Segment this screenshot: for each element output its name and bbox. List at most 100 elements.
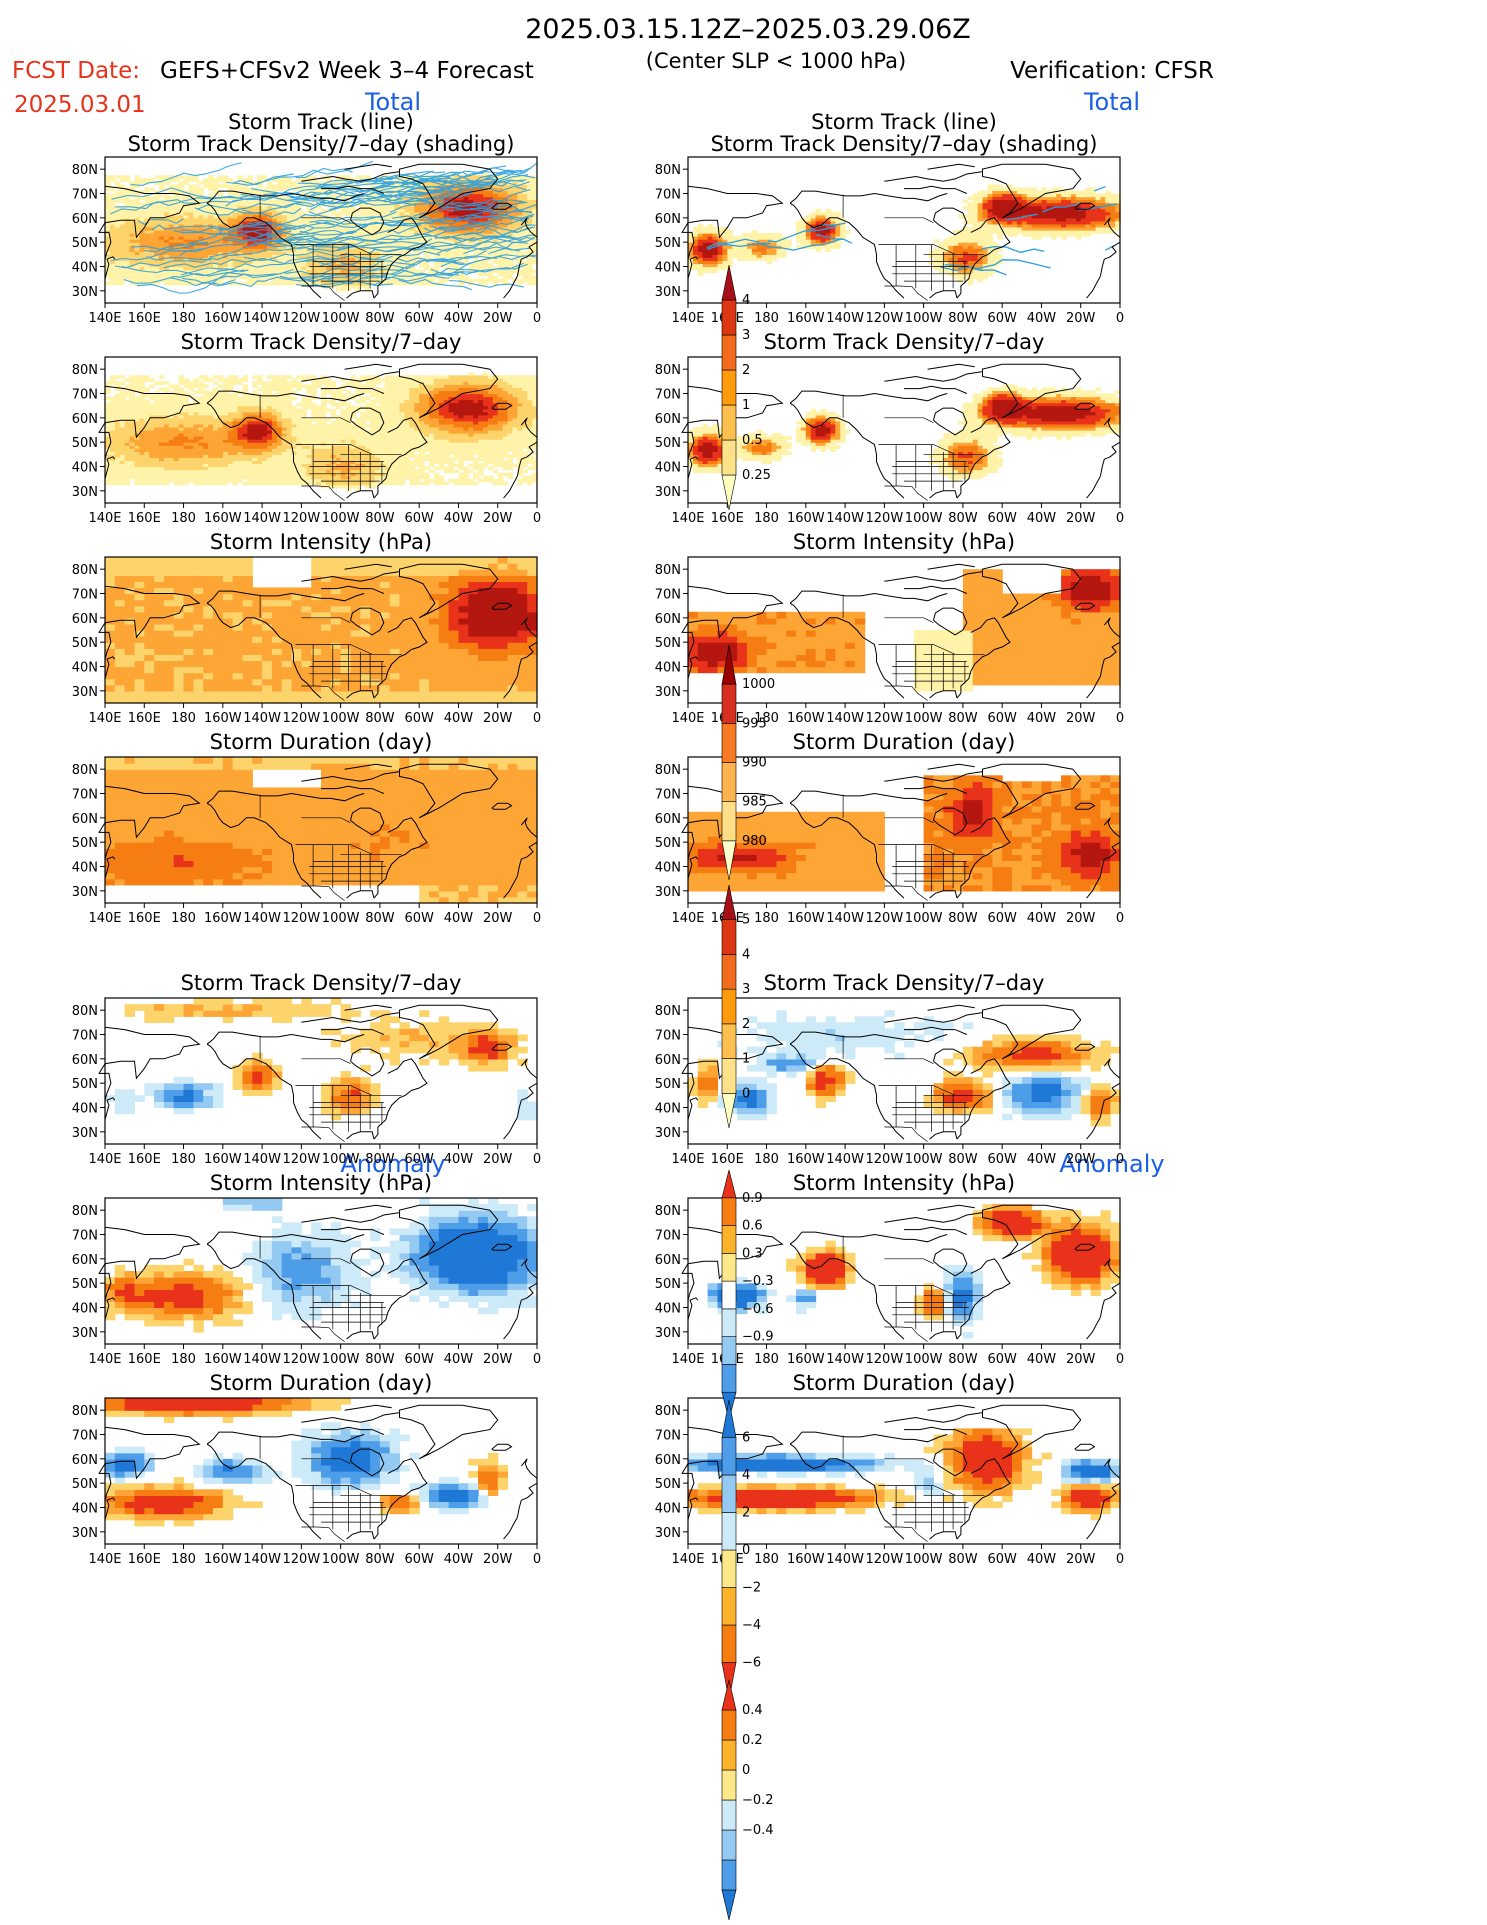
coastlines — [98, 163, 538, 299]
lon-tick-label: 20W — [483, 1152, 513, 1167]
lat-tick-label: 40N — [72, 1102, 98, 1117]
field-shading — [688, 184, 1121, 286]
panel-title: Storm Intensity (hPa) — [210, 530, 432, 554]
section-total-right: Total — [1083, 88, 1140, 116]
fcst-date: 2025.03.01 — [14, 92, 146, 118]
political-borders — [842, 1435, 985, 1542]
lon-tick-label: 100W — [322, 1152, 360, 1167]
lon-tick-label: 20W — [483, 1552, 513, 1567]
lat-tick-label: 60N — [72, 1053, 98, 1068]
lon-tick-label: 20W — [483, 911, 513, 926]
colorbar-label: 0.9 — [742, 1191, 763, 1206]
colorbar-label: 0.6 — [742, 1219, 763, 1234]
colorbar-intensity-total: 1000 995 990 985 980 — [721, 644, 775, 881]
storm-track-lines — [110, 160, 538, 294]
lon-tick-label: 140E — [88, 511, 121, 526]
lat-tick-label: 40N — [72, 1302, 98, 1317]
political-borders — [259, 1235, 402, 1342]
lon-tick-label: 140W — [826, 311, 864, 326]
colorbar-label: 0.5 — [742, 433, 763, 448]
colorbar-duration-anom: 0.4 0.2 0 −0.2 −0.4 — [721, 1679, 774, 1921]
lon-tick-label: 60W — [987, 311, 1017, 326]
lon-tick-label: 100W — [322, 1352, 360, 1367]
lon-tick-label: 180 — [754, 311, 779, 326]
lat-tick-label: 70N — [655, 588, 681, 603]
period-title: 2025.03.15.12Z–2025.03.29.06Z — [525, 14, 971, 45]
section-anomaly-right: Anomaly — [1059, 1150, 1164, 1178]
coastlines — [681, 563, 1121, 699]
colorbar-label: 0 — [742, 1543, 750, 1558]
lat-tick-label: 70N — [72, 188, 98, 203]
colorbar-label: −4 — [742, 1618, 761, 1633]
lon-tick-label: 40W — [1027, 911, 1057, 926]
section-total-left: Total — [364, 88, 421, 116]
map-panel-0-forecast: Storm Track (line)Storm Track Density/7–… — [72, 110, 541, 326]
lon-tick-label: 80W — [365, 711, 395, 726]
lat-tick-label: 50N — [72, 836, 98, 851]
lon-tick-label: 120W — [283, 1152, 321, 1167]
panel-title: Storm Duration (day) — [793, 730, 1016, 754]
lon-tick-label: 40W — [444, 1552, 474, 1567]
lon-tick-label: 120W — [866, 511, 904, 526]
field-shading — [688, 569, 1121, 692]
field-shading — [105, 557, 538, 704]
lat-tick-label: 80N — [72, 563, 98, 578]
lon-tick-label: 120W — [283, 1552, 321, 1567]
lon-tick-label: 180 — [171, 711, 196, 726]
lon-tick-label: 180 — [754, 1352, 779, 1367]
colorbar-density-total: 4 3 2 1 0.5 0.25 — [721, 264, 771, 511]
lon-tick-label: 0 — [533, 1152, 541, 1167]
lon-tick-label: 100W — [322, 1552, 360, 1567]
field-shading — [707, 1204, 1121, 1339]
panel-title: Storm Intensity (hPa) — [793, 1171, 1015, 1195]
lon-tick-label: 0 — [533, 311, 541, 326]
lon-tick-label: 0 — [1116, 911, 1124, 926]
lon-tick-label: 0 — [1116, 311, 1124, 326]
coastlines — [681, 1404, 1121, 1540]
map-frame — [104, 556, 538, 704]
lat-tick-label: 70N — [72, 788, 98, 803]
lon-tick-label: 120W — [866, 1552, 904, 1567]
lon-tick-label: 180 — [754, 711, 779, 726]
political-borders — [259, 594, 402, 701]
map-panel-4-verification: Storm Track Density/7–day 80N 70N 60N 50N 40N… — [655, 971, 1124, 1167]
lat-tick-label: 30N — [72, 1126, 98, 1141]
colorbar-label: 2 — [742, 363, 750, 378]
lon-tick-label: 140E — [671, 911, 704, 926]
colorbar-label: 0.4 — [742, 1703, 763, 1718]
lon-tick-label: 180 — [754, 1552, 779, 1567]
lon-tick-label: 80W — [365, 511, 395, 526]
lon-tick-label: 60W — [987, 1152, 1017, 1167]
colorbar-label: 0.3 — [742, 1246, 763, 1261]
lon-tick-label: 20W — [1066, 511, 1096, 526]
lon-tick-label: 100W — [905, 1552, 943, 1567]
lon-tick-label: 120W — [283, 1352, 321, 1367]
lon-tick-label: 140W — [243, 511, 281, 526]
lat-tick-label: 40N — [655, 661, 681, 676]
colorbar-label: 6 — [742, 1431, 750, 1446]
lat-tick-label: 40N — [655, 1502, 681, 1517]
lon-tick-label: 140E — [671, 711, 704, 726]
lat-tick-label: 80N — [72, 1204, 98, 1219]
lon-tick-label: 80W — [948, 511, 978, 526]
lat-tick-label: 60N — [72, 612, 98, 627]
lon-tick-label: 80W — [365, 311, 395, 326]
colorbar-label: 4 — [742, 1468, 750, 1483]
lon-tick-label: 120W — [866, 911, 904, 926]
lon-tick-label: 140E — [88, 911, 121, 926]
lat-tick-label: 70N — [655, 388, 681, 403]
lon-tick-label: 160E — [711, 511, 744, 526]
lat-tick-label: 30N — [655, 1526, 681, 1541]
lon-tick-label: 80W — [948, 911, 978, 926]
lon-tick-label: 40W — [444, 711, 474, 726]
lat-tick-label: 40N — [655, 861, 681, 876]
lon-tick-label: 160E — [128, 911, 161, 926]
lon-tick-label: 100W — [905, 1352, 943, 1367]
colorbar-label: 0.2 — [742, 1733, 763, 1748]
lon-tick-label: 20W — [1066, 1552, 1096, 1567]
lat-tick-label: 60N — [655, 412, 681, 427]
lat-tick-label: 40N — [72, 261, 98, 276]
lat-tick-label: 60N — [72, 212, 98, 227]
lon-tick-label: 160E — [711, 1152, 744, 1167]
